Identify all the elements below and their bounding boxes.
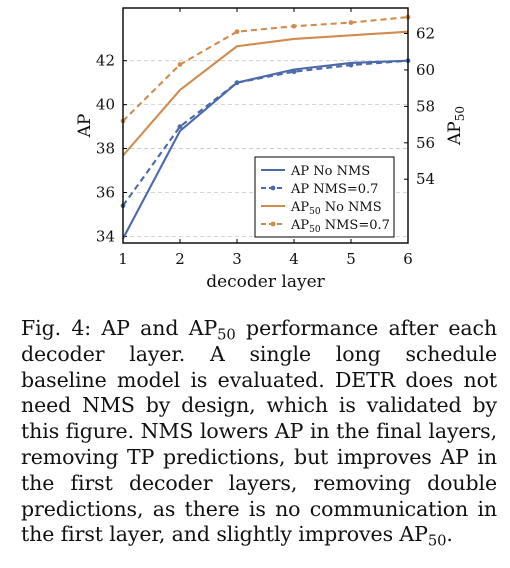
- series-point-4: [291, 23, 297, 29]
- caption-label-sub: 50: [217, 326, 236, 344]
- legend-label-sub: 50: [309, 225, 321, 235]
- legend-marker-2: [270, 185, 276, 191]
- legend-label-sub: 50: [309, 207, 321, 217]
- x-tick-label: 1: [118, 250, 128, 268]
- legend-label-4: AP50 NMS=0.7: [290, 218, 390, 235]
- x-tick-label: 3: [232, 250, 242, 268]
- y-left-tick-label: 36: [96, 183, 115, 201]
- legend-label-rest: NMS=0.7: [321, 218, 390, 233]
- y-left-tick-label: 38: [96, 140, 115, 158]
- x-tick-label: 4: [289, 250, 299, 268]
- series-point-4: [177, 62, 183, 67]
- legend-label-rest: No NMS: [321, 200, 382, 215]
- legend-label-base: AP: [290, 218, 309, 233]
- x-tick-label: 6: [403, 250, 413, 268]
- legend-marker-4: [270, 221, 276, 227]
- series-point-2: [291, 69, 297, 75]
- caption-end-sub: 50: [427, 532, 447, 550]
- caption-end: .: [446, 522, 453, 547]
- legend-label-1: AP No NMS: [290, 164, 370, 179]
- legend-label-rest: No NMS: [309, 164, 370, 179]
- y-right-tick-label: 54: [416, 170, 435, 188]
- y-left-tick-label: 34: [96, 227, 115, 245]
- y-right-tick-label: 58: [416, 97, 435, 115]
- y-right-tick-label: 56: [416, 134, 435, 152]
- legend-label-rest: NMS=0.7: [309, 182, 378, 197]
- x-axis-label: decoder layer: [206, 272, 325, 292]
- x-tick-label: 2: [175, 250, 185, 268]
- series-point-2: [234, 80, 240, 86]
- series-point-2: [177, 124, 183, 129]
- legend-label-base: AP: [290, 200, 309, 215]
- y-right-axis-label: AP50: [445, 106, 467, 146]
- figure-caption: Fig. 4: AP and AP50 performance after ea…: [21, 316, 497, 550]
- series-line-2: [122, 59, 409, 207]
- caption-text: performance after each decoder layer. A …: [21, 316, 497, 547]
- y-left-tick-label: 40: [96, 96, 115, 114]
- legend-label-2: AP NMS=0.7: [290, 182, 378, 197]
- series-line-1: [122, 59, 409, 240]
- y-right-tick-label: 62: [416, 25, 435, 43]
- y-left-tick-label: 42: [96, 52, 115, 70]
- y-right-axis-label-sub: 50: [453, 106, 467, 121]
- legend-label-base: AP: [290, 164, 309, 179]
- series-point-4: [234, 29, 240, 35]
- legend-label-base: AP: [290, 182, 309, 197]
- series-line-3: [122, 30, 409, 157]
- plot-frame: [122, 7, 409, 244]
- series-point-4: [348, 20, 354, 25]
- series-point-2: [348, 62, 354, 68]
- y-right-axis-label-base: AP: [445, 121, 465, 146]
- caption-label: Fig. 4: AP and AP: [21, 316, 218, 340]
- y-right-tick-label: 60: [416, 61, 435, 79]
- x-tick-label: 5: [346, 250, 356, 268]
- series-line-4: [122, 16, 409, 122]
- legend-label-3: AP50 No NMS: [290, 200, 382, 217]
- y-left-axis-label: AP: [75, 114, 95, 139]
